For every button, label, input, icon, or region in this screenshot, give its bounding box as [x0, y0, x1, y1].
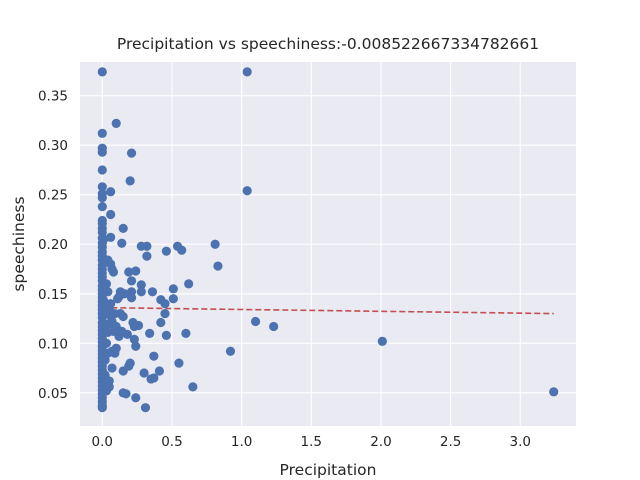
scatter-point	[269, 321, 279, 332]
scatter-point	[136, 287, 146, 297]
y-tick-label: 0.10	[38, 336, 68, 352]
scatter-point	[104, 382, 114, 392]
scatter-point	[149, 373, 159, 383]
scatter-point	[142, 241, 152, 251]
scatter-point	[242, 67, 252, 77]
scatter-point	[154, 366, 165, 376]
scatter-point	[242, 186, 252, 196]
x-tick-label: 1.0	[231, 434, 252, 450]
scatter-point	[118, 223, 128, 233]
scatter-point	[101, 279, 112, 289]
scatter-point	[106, 209, 116, 220]
x-tick-label: 1.5	[301, 434, 322, 450]
scatter-point	[131, 393, 141, 403]
scatter-point	[107, 363, 117, 373]
scatter-point	[126, 293, 137, 303]
scatter-point	[160, 308, 170, 319]
scatter-point	[97, 403, 107, 413]
scatter-point	[161, 330, 171, 340]
scatter-point	[125, 358, 135, 368]
x-tick-label: 2.5	[440, 434, 461, 450]
y-tick-label: 0.25	[38, 188, 68, 204]
scatter-point	[111, 118, 121, 129]
scatter-point	[126, 276, 137, 286]
scatter-point	[101, 338, 112, 348]
scatter-point	[97, 67, 107, 77]
scatter-point	[133, 320, 144, 331]
scatter-point	[174, 358, 184, 368]
scatter-point	[100, 355, 110, 365]
scatter-point	[103, 287, 113, 297]
chart-title: Precipitation vs speechiness:-0.00852266…	[117, 35, 539, 53]
y-axis-label: speechiness	[10, 196, 28, 291]
scatter-point	[181, 328, 191, 338]
scatter-point	[111, 343, 121, 353]
scatter-point	[106, 232, 116, 242]
scatter-point	[149, 351, 159, 361]
scatter-point	[97, 147, 107, 157]
scatter-point	[129, 334, 139, 344]
scatter-points	[97, 67, 559, 413]
scatter-point	[250, 316, 261, 327]
scatter-point	[131, 266, 141, 276]
trend-line	[102, 306, 554, 315]
scatter-point	[142, 251, 152, 261]
scatter-point	[210, 239, 220, 249]
scatter-point	[122, 329, 132, 339]
scatter-point	[177, 245, 187, 255]
scatter-point	[136, 280, 146, 290]
scatter-point	[168, 294, 178, 304]
scatter-point	[108, 267, 119, 277]
x-tick-label: 3.0	[510, 434, 531, 450]
scatter-point	[97, 128, 107, 138]
trend-line-group	[102, 306, 554, 315]
x-tick-label: 0.0	[92, 434, 113, 450]
scatter-point	[99, 296, 109, 306]
scatter-point	[97, 182, 107, 192]
scatter-point	[147, 287, 158, 297]
y-tick-label: 0.15	[38, 287, 68, 303]
scatter-point	[225, 346, 236, 356]
scatter-point	[549, 387, 559, 397]
scatter-point	[131, 341, 141, 351]
scatter-point	[106, 299, 116, 309]
scatter-point	[139, 368, 149, 378]
scatter-point	[377, 336, 387, 346]
scatter-point	[145, 328, 155, 338]
y-tick-label: 0.35	[38, 89, 68, 105]
scatter-point	[160, 299, 170, 309]
scatter-point	[213, 261, 223, 271]
scatter-point	[125, 176, 135, 186]
x-tick-label: 0.5	[161, 434, 182, 450]
scatter-point	[161, 246, 171, 256]
scatter-point	[121, 389, 131, 399]
scatter-point	[106, 187, 116, 197]
scatter-point	[117, 238, 127, 248]
scatter-point	[168, 284, 178, 294]
scatter-point	[126, 148, 137, 158]
scatter-point	[124, 267, 134, 277]
scatter-point	[97, 202, 107, 212]
x-tick-label: 2.0	[370, 434, 391, 450]
x-axis-label: Precipitation	[280, 461, 377, 479]
x-axis-ticks: 0.0 0.5 1.0 1.5 2.0 2.5 3.0	[92, 434, 531, 450]
scatter-point	[188, 382, 198, 392]
y-tick-label: 0.20	[38, 237, 68, 253]
y-tick-label: 0.05	[38, 386, 68, 402]
scatter-point	[156, 317, 166, 328]
scatter-point	[118, 311, 128, 322]
scatter-point	[99, 234, 109, 244]
gridlines	[80, 62, 576, 426]
scatter-point	[97, 165, 107, 175]
scatter-point	[140, 403, 151, 413]
y-tick-label: 0.30	[38, 138, 68, 154]
scatter-point	[97, 193, 107, 203]
scatter-point	[119, 289, 130, 299]
scatter-point	[184, 279, 194, 289]
y-axis-ticks: 0.05 0.10 0.15 0.20 0.25 0.30 0.35	[38, 89, 68, 402]
